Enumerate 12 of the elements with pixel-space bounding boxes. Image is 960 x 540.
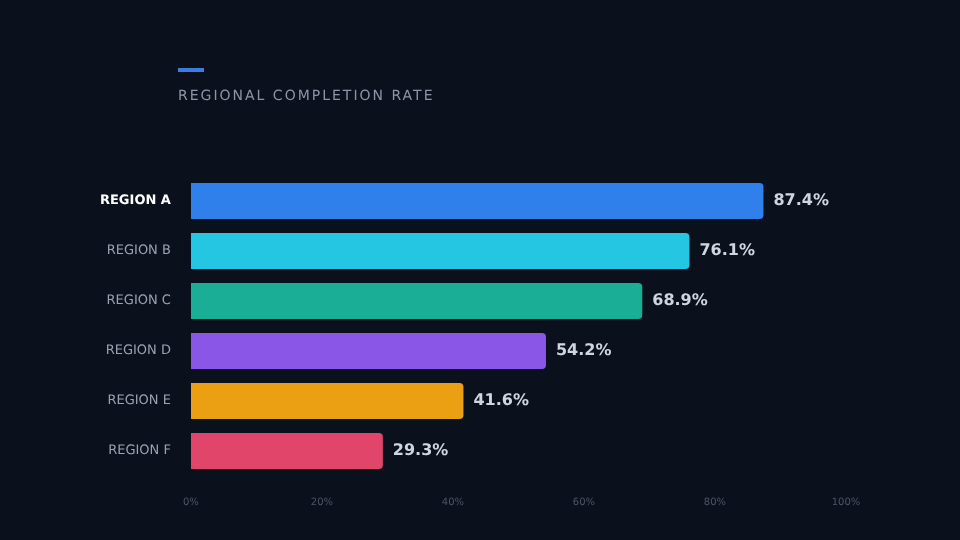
bar [190, 333, 546, 369]
data-label: 68.9% [652, 291, 708, 310]
data-label: 41.6% [473, 391, 529, 410]
bar [190, 183, 764, 219]
data-label: 87.4% [773, 191, 829, 210]
bar [190, 383, 464, 419]
data-label: 76.1% [699, 241, 755, 260]
bar [190, 283, 643, 319]
bar [190, 233, 690, 269]
data-label: 54.2% [555, 341, 612, 360]
bar [190, 433, 383, 469]
data-label: 29.3% [392, 441, 449, 460]
